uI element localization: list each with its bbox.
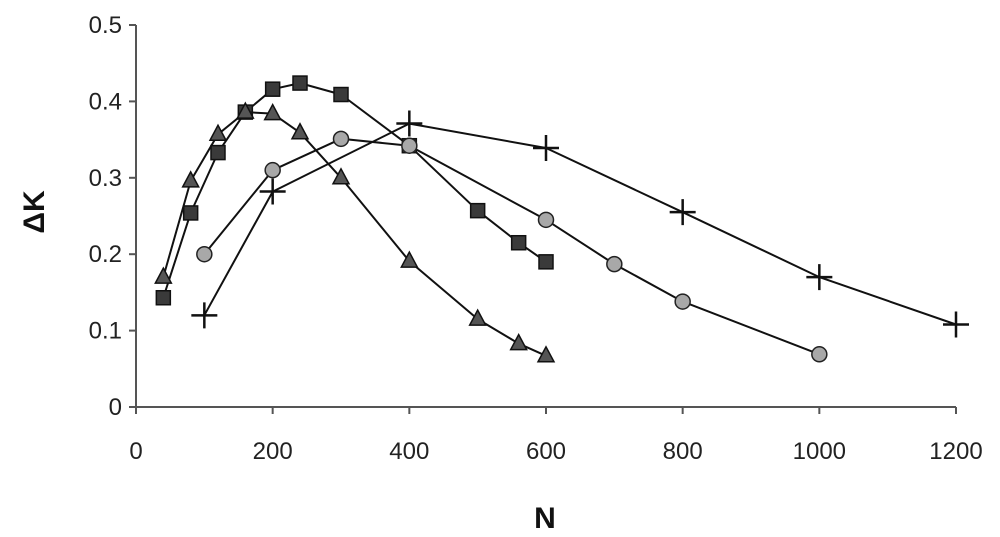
x-tick-label: 1200 <box>929 438 982 465</box>
series-line-plus <box>203 122 957 326</box>
y-tick-label: 0 <box>109 394 122 421</box>
data-point-circle <box>264 161 281 179</box>
y-tick-label: 0.1 <box>89 318 122 345</box>
data-point-plus <box>396 110 423 137</box>
data-point-circle <box>196 245 213 263</box>
data-point-square <box>292 75 308 91</box>
data-point-triangle <box>331 167 351 185</box>
x-tick-label: 400 <box>389 438 429 465</box>
y-tick-label: 0.2 <box>89 241 122 268</box>
data-point-triangle <box>536 345 556 363</box>
x-tick-label: 1000 <box>793 438 846 465</box>
data-point-square <box>333 86 349 103</box>
x-tick-label: 200 <box>253 438 293 465</box>
x-tick-label: 600 <box>526 438 566 465</box>
data-point-square <box>155 289 172 306</box>
data-point-triangle <box>468 308 487 326</box>
y-axis-title: ΔK <box>18 190 51 234</box>
data-point-plus <box>259 178 286 205</box>
data-point-triangle <box>263 103 282 121</box>
x-tick-label: 0 <box>129 438 142 465</box>
data-point-circle <box>537 211 555 229</box>
data-point-circle <box>332 130 350 148</box>
series-plus <box>191 110 969 338</box>
series-circle <box>196 130 828 363</box>
data-point-square <box>469 202 486 219</box>
data-point-circle <box>606 255 623 273</box>
series-line-circle <box>203 137 820 356</box>
x-axis-title: N <box>534 502 556 535</box>
y-tick-label: 0.4 <box>89 88 122 115</box>
data-point-triangle <box>400 250 419 268</box>
data-point-square <box>510 234 527 251</box>
data-point-circle <box>401 137 418 154</box>
y-tick-label: 0.5 <box>89 12 122 39</box>
data-point-triangle <box>208 123 228 142</box>
x-tick-label: 800 <box>663 438 703 465</box>
data-point-square <box>264 81 281 97</box>
data-point-triangle <box>236 101 255 119</box>
data-point-square <box>210 144 226 161</box>
data-point-plus <box>669 199 696 226</box>
data-point-plus <box>943 311 969 338</box>
y-tick-label: 0.3 <box>89 165 122 192</box>
data-point-square <box>538 254 554 270</box>
series-triangle <box>154 101 556 363</box>
series-layer <box>154 75 969 363</box>
data-point-triangle <box>290 122 310 140</box>
data-point-plus <box>806 264 833 291</box>
data-point-circle <box>811 346 828 363</box>
data-point-triangle <box>181 170 200 188</box>
data-point-plus <box>191 302 218 329</box>
axes: 0 0.1 0.2 0.3 0.4 0.5 0 200 400 600 800 1000 1200 <box>89 12 983 465</box>
data-point-circle <box>674 293 691 310</box>
data-point-triangle <box>509 332 528 351</box>
data-point-triangle <box>154 266 173 284</box>
series-line-square <box>162 82 547 299</box>
data-point-plus <box>533 135 559 162</box>
data-point-square <box>182 205 199 221</box>
